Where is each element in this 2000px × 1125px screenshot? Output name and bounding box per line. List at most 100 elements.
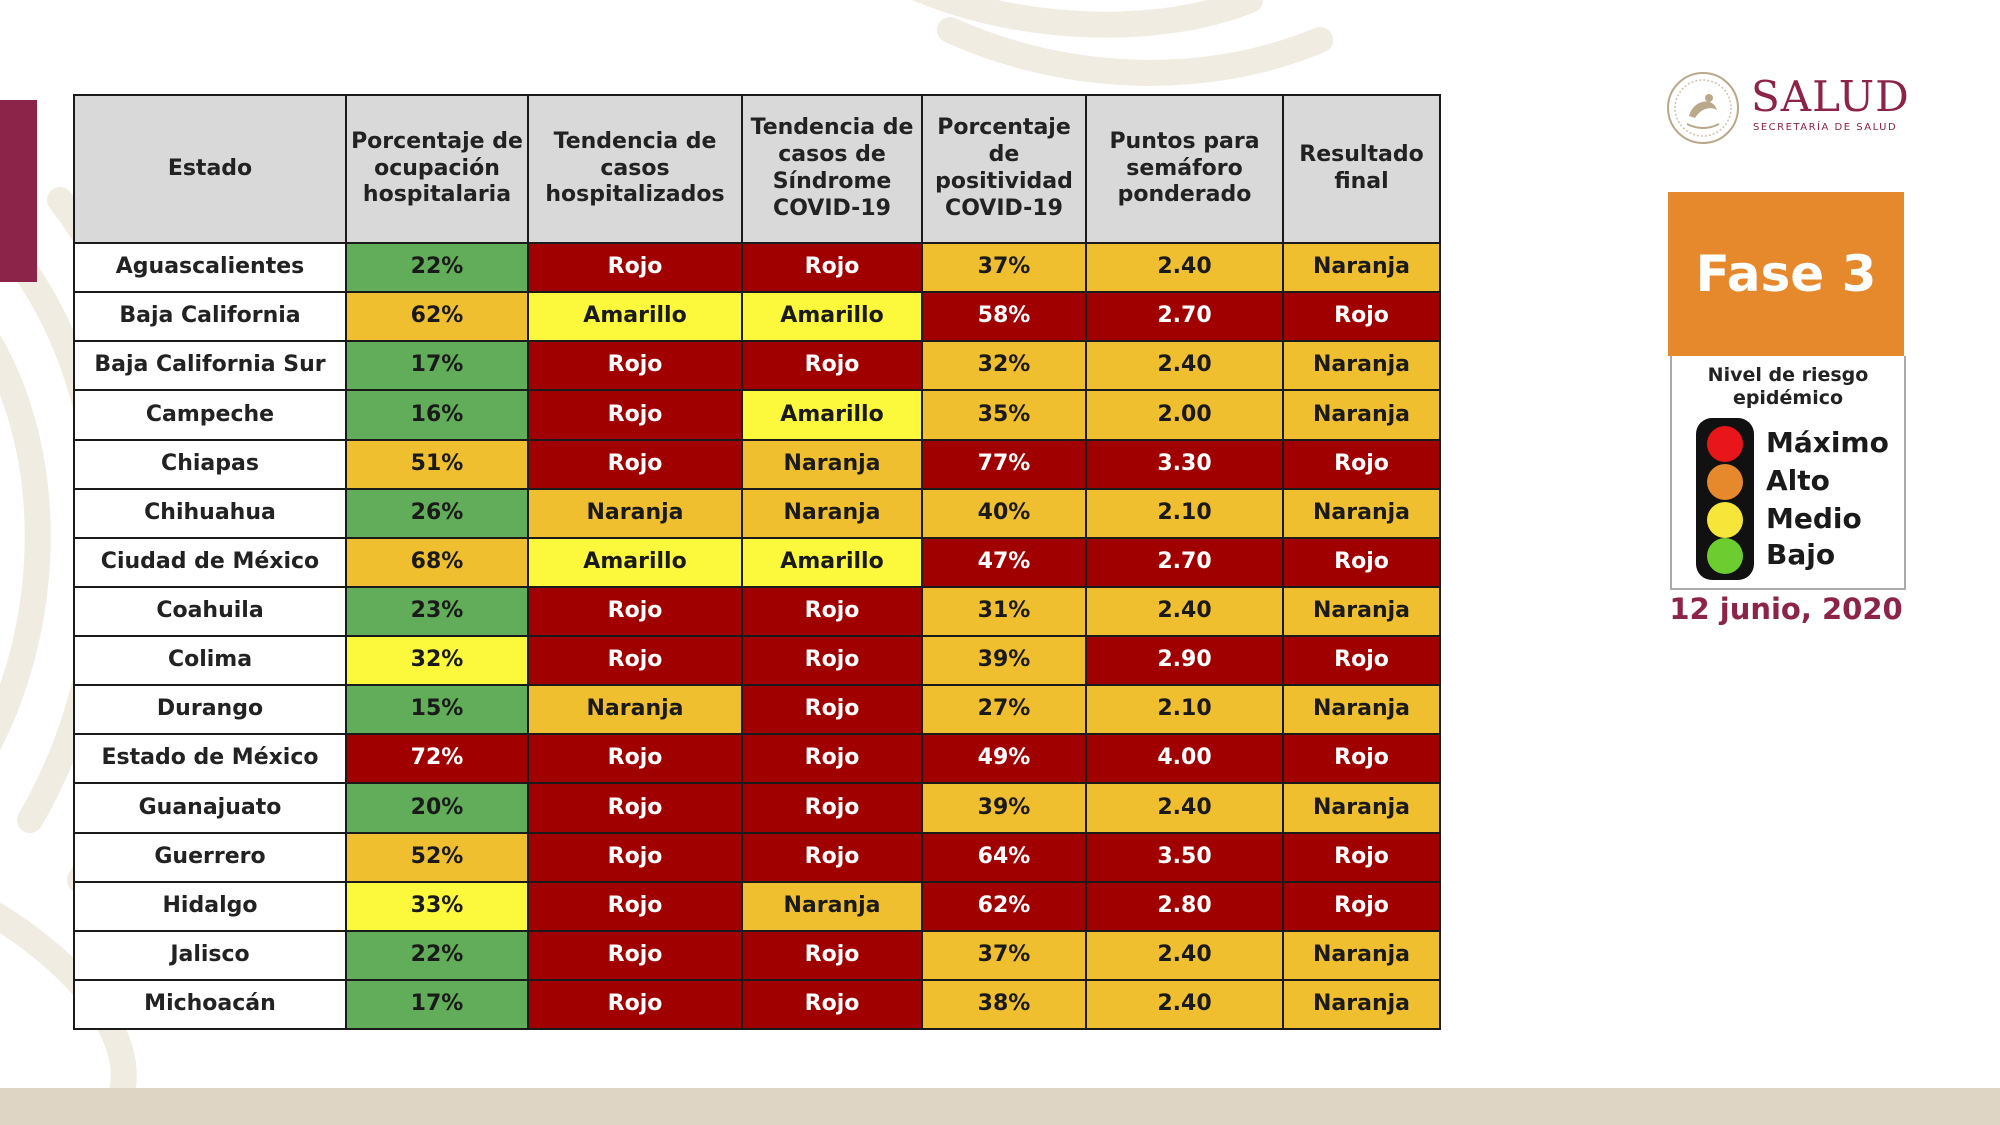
cell-puntos: 2.40 bbox=[1085, 978, 1284, 1031]
cell-positividad: 39% bbox=[921, 782, 1087, 834]
cell-puntos: 2.40 bbox=[1085, 340, 1284, 392]
phase-badge: Fase 3 bbox=[1668, 192, 1904, 356]
cell-puntos: 2.10 bbox=[1085, 487, 1284, 539]
cell-estado: Colima bbox=[73, 634, 347, 687]
cell-ocupacion: 33% bbox=[345, 880, 529, 932]
traffic-light-icon bbox=[1696, 418, 1754, 580]
report-date: 12 junio, 2020 bbox=[1669, 592, 1903, 626]
cell-tendencia-hospitalizados: Amarillo bbox=[527, 536, 743, 588]
cell-tendencia-hospitalizados: Rojo bbox=[527, 880, 743, 932]
cell-puntos: 2.80 bbox=[1085, 880, 1284, 932]
risk-level-panel: Nivel de riesgo epidémico Máximo Alto Me… bbox=[1670, 356, 1906, 590]
level-maximo: Máximo bbox=[1766, 426, 1889, 459]
cell-positividad: 38% bbox=[921, 978, 1087, 1031]
cell-estado: Hidalgo bbox=[73, 880, 347, 932]
cell-puntos: 4.00 bbox=[1085, 733, 1284, 785]
cell-positividad: 49% bbox=[921, 733, 1087, 785]
cell-tendencia-hospitalizados: Rojo bbox=[527, 733, 743, 785]
cell-resultado: Naranja bbox=[1282, 241, 1441, 294]
table-row: Guerrero 52% Rojo Rojo 64% 3.50 Rojo bbox=[73, 831, 1441, 883]
red-light bbox=[1707, 426, 1743, 462]
cell-ocupacion: 72% bbox=[345, 733, 529, 785]
cell-positividad: 58% bbox=[921, 291, 1087, 343]
cell-puntos: 3.50 bbox=[1085, 831, 1284, 883]
national-seal-icon bbox=[1667, 72, 1739, 144]
cell-resultado: Rojo bbox=[1282, 831, 1441, 883]
cell-tendencia-hospitalizados: Naranja bbox=[527, 684, 743, 736]
accent-sidebar bbox=[0, 100, 37, 282]
cell-ocupacion: 52% bbox=[345, 831, 529, 883]
cell-resultado: Rojo bbox=[1282, 291, 1441, 343]
cell-positividad: 62% bbox=[921, 880, 1087, 932]
cell-estado: Coahuila bbox=[73, 585, 347, 638]
cell-positividad: 47% bbox=[921, 536, 1087, 588]
yellow-light bbox=[1707, 502, 1743, 538]
cell-estado: Campeche bbox=[73, 389, 347, 441]
table-row: Baja California 62% Amarillo Amarillo 58% 2.7… bbox=[73, 291, 1441, 343]
cell-ocupacion: 20% bbox=[345, 782, 529, 834]
cell-tendencia-sindrome: Rojo bbox=[741, 978, 923, 1031]
green-light bbox=[1707, 538, 1743, 574]
cell-positividad: 64% bbox=[921, 831, 1087, 883]
cell-tendencia-hospitalizados: Rojo bbox=[527, 978, 743, 1031]
cell-positividad: 40% bbox=[921, 487, 1087, 539]
table-row: Campeche 16% Rojo Amarillo 35% 2.00 Naranja bbox=[73, 389, 1441, 441]
cell-ocupacion: 17% bbox=[345, 978, 529, 1031]
cell-estado: Baja California bbox=[73, 291, 347, 343]
cell-resultado: Rojo bbox=[1282, 536, 1441, 588]
cell-resultado: Naranja bbox=[1282, 782, 1441, 834]
table-row: Jalisco 22% Rojo Rojo 37% 2.40 Naranja bbox=[73, 929, 1441, 981]
cell-ocupacion: 22% bbox=[345, 929, 529, 981]
cell-tendencia-hospitalizados: Amarillo bbox=[527, 291, 743, 343]
cell-resultado: Rojo bbox=[1282, 634, 1441, 687]
table-row: Chiapas 51% Rojo Naranja 77% 3.30 Rojo bbox=[73, 438, 1441, 490]
table-row: Aguascalientes 22% Rojo Rojo 37% 2.40 Naranja bbox=[73, 241, 1441, 294]
cell-tendencia-sindrome: Naranja bbox=[741, 438, 923, 490]
level-bajo: Bajo bbox=[1766, 538, 1836, 571]
cell-ocupacion: 68% bbox=[345, 536, 529, 588]
cell-estado: Ciudad de México bbox=[73, 536, 347, 588]
cell-ocupacion: 17% bbox=[345, 340, 529, 392]
cell-estado: Aguascalientes bbox=[73, 241, 347, 294]
cell-tendencia-sindrome: Amarillo bbox=[741, 536, 923, 588]
cell-tendencia-hospitalizados: Naranja bbox=[527, 487, 743, 539]
cell-positividad: 39% bbox=[921, 634, 1087, 687]
cell-tendencia-sindrome: Rojo bbox=[741, 684, 923, 736]
cell-estado: Guanajuato bbox=[73, 782, 347, 834]
risk-table: Estado Porcentaje de ocupación hospitala… bbox=[73, 94, 1441, 1031]
cell-ocupacion: 16% bbox=[345, 389, 529, 441]
cell-resultado: Naranja bbox=[1282, 487, 1441, 539]
cell-tendencia-hospitalizados: Rojo bbox=[527, 929, 743, 981]
orange-light bbox=[1707, 464, 1743, 500]
cell-positividad: 37% bbox=[921, 929, 1087, 981]
header-tendencia-sindrome: Tendencia de casos de Síndrome COVID-19 bbox=[741, 94, 923, 244]
header-tendencia-hospitalizados: Tendencia de casos hospitalizados bbox=[527, 94, 743, 244]
cell-tendencia-sindrome: Amarillo bbox=[741, 291, 923, 343]
cell-puntos: 2.70 bbox=[1085, 291, 1284, 343]
cell-puntos: 2.90 bbox=[1085, 634, 1284, 687]
header-ocupacion: Porcentaje de ocupación hospitalaria bbox=[345, 94, 529, 244]
table-row: Chihuahua 26% Naranja Naranja 40% 2.10 Naranja bbox=[73, 487, 1441, 539]
cell-puntos: 2.70 bbox=[1085, 536, 1284, 588]
cell-tendencia-sindrome: Rojo bbox=[741, 241, 923, 294]
header-estado: Estado bbox=[73, 94, 347, 244]
cell-resultado: Naranja bbox=[1282, 340, 1441, 392]
cell-estado: Guerrero bbox=[73, 831, 347, 883]
cell-tendencia-hospitalizados: Rojo bbox=[527, 438, 743, 490]
cell-tendencia-hospitalizados: Rojo bbox=[527, 782, 743, 834]
cell-tendencia-sindrome: Rojo bbox=[741, 634, 923, 687]
cell-tendencia-hospitalizados: Rojo bbox=[527, 389, 743, 441]
cell-resultado: Naranja bbox=[1282, 389, 1441, 441]
cell-estado: Baja California Sur bbox=[73, 340, 347, 392]
cell-resultado: Naranja bbox=[1282, 929, 1441, 981]
cell-tendencia-sindrome: Rojo bbox=[741, 340, 923, 392]
cell-tendencia-hospitalizados: Rojo bbox=[527, 340, 743, 392]
risk-panel-title: Nivel de riesgo epidémico bbox=[1707, 364, 1869, 409]
level-medio: Medio bbox=[1766, 502, 1862, 535]
cell-tendencia-sindrome: Naranja bbox=[741, 880, 923, 932]
cell-puntos: 2.10 bbox=[1085, 684, 1284, 736]
cell-ocupacion: 23% bbox=[345, 585, 529, 638]
cell-ocupacion: 62% bbox=[345, 291, 529, 343]
cell-ocupacion: 15% bbox=[345, 684, 529, 736]
table-row: Durango 15% Naranja Rojo 27% 2.10 Naranja bbox=[73, 684, 1441, 736]
